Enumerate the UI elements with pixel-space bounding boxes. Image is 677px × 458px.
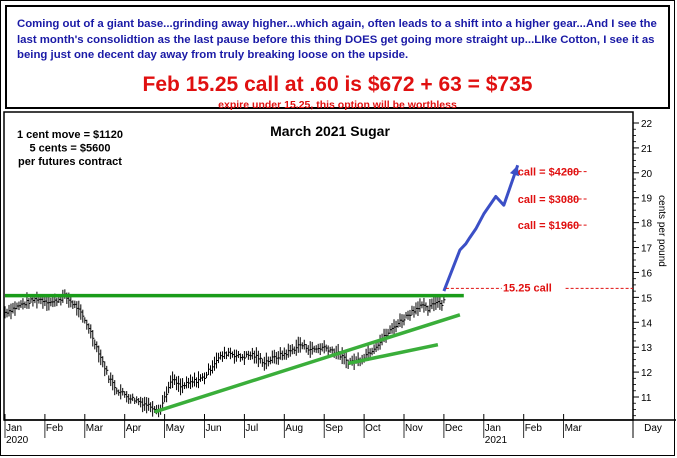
arrow-head (509, 165, 519, 177)
y-tick-label: 21 (641, 144, 653, 155)
x-tick-label: Aug (285, 423, 303, 434)
y-axis-label: cents per pound (656, 195, 667, 267)
strike-label: 15.25 call (503, 282, 552, 294)
x-tick-label: May (166, 423, 185, 434)
info-line: per futures contract (18, 156, 122, 168)
x-tick-label: Jan (6, 423, 22, 434)
x-tick-label: Feb (525, 423, 543, 434)
chart-title: March 2021 Sugar (270, 123, 390, 139)
call-value-label: call = $4200 (518, 167, 579, 179)
y-tick-label: 19 (641, 194, 653, 205)
x-tick-label: Mar (86, 423, 104, 434)
x-tick-label: Dec (445, 423, 463, 434)
info-line: 1 cent move = $1120 (17, 129, 123, 141)
x-tick-label: Jun (206, 423, 222, 434)
year-label: 2020 (6, 435, 29, 446)
x-tick-label: Jan (485, 423, 501, 434)
x-tick-label: Oct (365, 423, 381, 434)
call-value-label: call = $1960 (518, 220, 579, 232)
y-tick-label: 15 (641, 293, 653, 304)
call-value-label: call = $3080 (518, 194, 579, 206)
y-tick-label: 12 (641, 368, 653, 379)
x-tick-label: Nov (405, 423, 423, 434)
projection-line (442, 164, 520, 292)
commentary-box: Coming out of a giant base...grinding aw… (5, 5, 670, 111)
y-tick-label: 11 (641, 393, 652, 404)
y-tick-label: 18 (641, 219, 653, 230)
x-tick-label: Jul (245, 423, 258, 434)
year-label: 2021 (485, 435, 508, 446)
y-tick-label: 22 (641, 119, 653, 130)
trend-line (347, 342, 439, 366)
trend-line (154, 313, 461, 414)
headline-text: Feb 15.25 call at .60 is $672 + 63 = $73… (142, 73, 533, 96)
y-tick-label: 20 (641, 169, 653, 180)
y-tick-label: 17 (641, 244, 653, 255)
y-tick-label: 13 (641, 343, 653, 354)
x-tick-label: Feb (46, 423, 64, 434)
y-tick-label: 14 (641, 318, 653, 329)
x-axis-label: Day (644, 423, 662, 434)
x-tick-label: Sep (325, 423, 343, 434)
x-tick-label: Apr (126, 423, 142, 434)
info-line: 5 cents = $5600 (29, 143, 110, 155)
subline-text: expire under 15.25, this option will be … (218, 99, 457, 111)
commentary-text: Coming out of a giant base...grinding aw… (17, 18, 657, 61)
y-tick-label: 16 (641, 268, 653, 279)
x-tick-label: Mar (565, 423, 583, 434)
